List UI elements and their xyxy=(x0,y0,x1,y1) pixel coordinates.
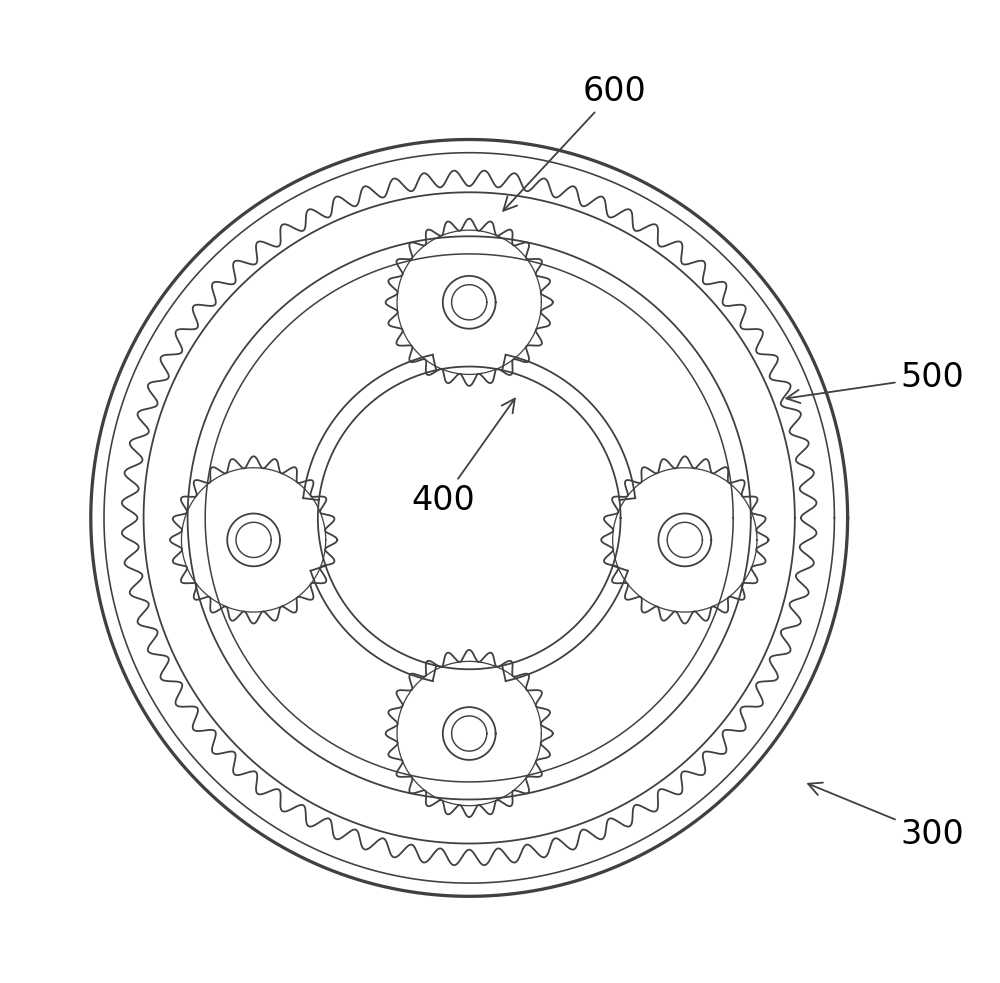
Text: 500: 500 xyxy=(786,361,964,403)
Text: 400: 400 xyxy=(411,399,515,517)
Text: 300: 300 xyxy=(808,782,964,851)
Text: 600: 600 xyxy=(503,75,646,210)
